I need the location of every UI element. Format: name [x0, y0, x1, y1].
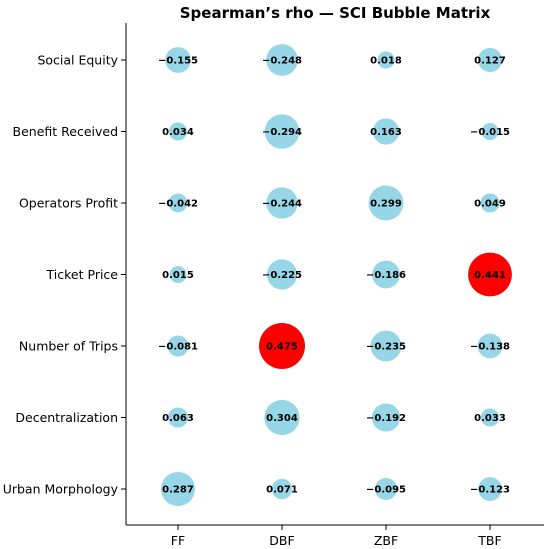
- chart-title: Spearman’s rho — SCI Bubble Matrix: [180, 4, 491, 22]
- value-label-ticket-price-zbf: −0.186: [366, 270, 406, 281]
- row-label-decentralization: Decentralization: [15, 410, 118, 425]
- bubble-ticket-price-ff: [169, 266, 187, 283]
- column-labels: FF DBF ZBF TBF: [171, 525, 502, 548]
- bubble-ticket-price-zbf: [372, 260, 400, 289]
- value-label-decentralization-ff: 0.063: [162, 413, 194, 424]
- bubble-number-of-trips-ff: [167, 335, 189, 357]
- value-label-benefit-received-dbf: −0.294: [262, 127, 302, 138]
- value-label-social-equity-ff: −0.155: [158, 56, 198, 67]
- bubble-social-equity-dbf: [266, 44, 298, 76]
- value-label-ticket-price-ff: 0.015: [162, 270, 194, 281]
- bubble-urban-morphology-ff: [160, 471, 196, 507]
- value-label-number-of-trips-zbf: −0.235: [366, 342, 406, 353]
- bubble-urban-morphology-dbf: [271, 478, 293, 500]
- bubble-urban-morphology-tbf: [478, 477, 502, 501]
- value-label-number-of-trips-ff: −0.081: [158, 342, 198, 353]
- value-label-ticket-price-dbf: −0.225: [262, 270, 302, 281]
- bubble-layer: −0.155 −0.248 0.018 0.127 0.034 −0.294 0.163 −0…: [158, 44, 512, 507]
- value-label-ticket-price-tbf: 0.441: [474, 270, 506, 281]
- bubble-operators-profit-tbf: [480, 193, 500, 213]
- bubble-benefit-received-tbf: [481, 123, 499, 140]
- bubble-benefit-received-zbf: [372, 118, 400, 145]
- bubble-benefit-received-dbf: [264, 114, 300, 149]
- value-label-benefit-received-ff: 0.034: [162, 127, 194, 138]
- bubble-benefit-received-ff: [168, 122, 188, 141]
- value-label-social-equity-tbf: 0.127: [474, 56, 506, 67]
- bubble-decentralization-zbf: [371, 403, 401, 432]
- bubble-decentralization-tbf: [480, 408, 500, 427]
- value-label-social-equity-zbf: 0.018: [370, 56, 402, 67]
- value-label-decentralization-dbf: 0.304: [266, 413, 298, 424]
- value-label-benefit-received-tbf: −0.015: [470, 127, 510, 138]
- column-label-ff: FF: [171, 533, 185, 548]
- bubble-social-equity-zbf: [377, 51, 395, 69]
- bubble-operators-profit-ff: [168, 193, 188, 213]
- value-label-operators-profit-dbf: −0.244: [262, 199, 302, 210]
- row-label-benefit-received: Benefit Received: [13, 124, 119, 139]
- bubble-number-of-trips-zbf: [370, 330, 402, 362]
- bubble-ticket-price-tbf: [468, 252, 512, 297]
- value-label-operators-profit-tbf: 0.049: [474, 199, 506, 210]
- bubble-decentralization-dbf: [264, 399, 300, 436]
- bubble-decentralization-ff: [168, 407, 188, 428]
- value-label-number-of-trips-tbf: −0.138: [470, 342, 510, 353]
- value-label-operators-profit-zbf: 0.299: [370, 199, 402, 210]
- bubble-social-equity-tbf: [477, 47, 503, 73]
- row-labels: Social Equity Benefit Received Operators P…: [3, 53, 126, 497]
- axes: [125, 23, 544, 526]
- bubble-number-of-trips-tbf: [477, 333, 503, 359]
- value-label-urban-morphology-zbf: −0.095: [366, 485, 406, 496]
- value-label-benefit-received-zbf: 0.163: [370, 127, 402, 138]
- bubble-operators-profit-dbf: [266, 187, 298, 219]
- bubble-number-of-trips-dbf: [259, 323, 305, 369]
- value-label-decentralization-tbf: 0.033: [474, 413, 506, 424]
- value-label-operators-profit-ff: −0.042: [158, 199, 198, 210]
- bubble-social-equity-ff: [165, 47, 191, 73]
- column-label-zbf: ZBF: [374, 533, 398, 548]
- bubble-urban-morphology-zbf: [375, 478, 397, 500]
- value-label-urban-morphology-tbf: −0.123: [470, 485, 510, 496]
- column-label-tbf: TBF: [477, 533, 501, 548]
- bubble-operators-profit-zbf: [368, 185, 404, 221]
- row-label-social-equity: Social Equity: [37, 53, 118, 68]
- row-label-urban-morphology: Urban Morphology: [3, 482, 119, 497]
- value-label-decentralization-zbf: −0.192: [366, 413, 406, 424]
- column-label-dbf: DBF: [269, 533, 294, 548]
- row-label-operators-profit: Operators Profit: [19, 196, 118, 211]
- bubble-ticket-price-dbf: [266, 259, 298, 290]
- value-label-number-of-trips-dbf: 0.475: [266, 342, 298, 353]
- row-label-ticket-price: Ticket Price: [46, 267, 119, 282]
- value-label-social-equity-dbf: −0.248: [262, 56, 302, 67]
- value-label-urban-morphology-ff: 0.287: [162, 485, 194, 496]
- value-label-urban-morphology-dbf: 0.071: [266, 485, 298, 496]
- row-label-number-of-trips: Number of Trips: [19, 339, 118, 354]
